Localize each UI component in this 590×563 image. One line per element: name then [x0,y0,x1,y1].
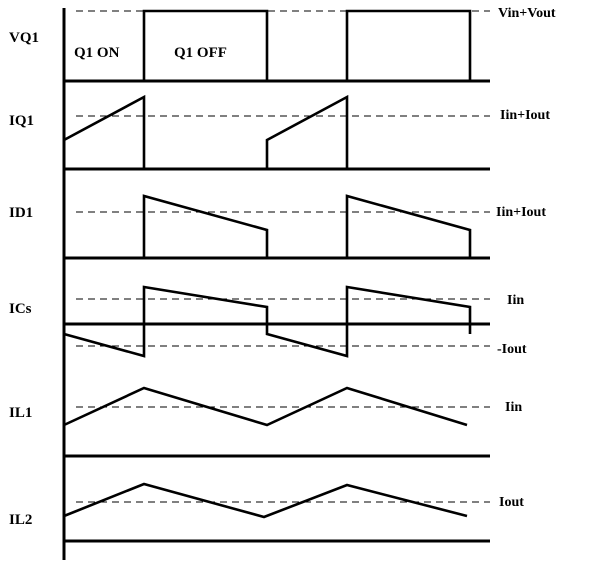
signal-label-iq1: IQ1 [9,113,34,129]
level-label-il2: Iout [499,495,524,510]
waveform-vq1 [64,9,472,83]
waveform-il2 [63,482,468,519]
waveform-id1-pulse-1 [142,194,269,258]
level-label-vq1: Vin+Vout [498,6,556,21]
phase-label-on: Q1 ON [74,45,120,61]
waveform-id1-pulse-2 [345,194,472,258]
waveform-ics [63,285,472,358]
level-label-id1: Iin+Iout [496,205,546,220]
signal-label-vq1: VQ1 [9,30,39,46]
level-label-ics-low: -Iout [497,342,527,357]
signal-label-il2: IL2 [9,512,32,528]
signal-label-ics: ICs [9,301,32,317]
level-label-ics-high: Iin [507,293,524,308]
signal-label-id1: ID1 [9,205,33,221]
waveform-iq1-pulse-2 [265,94,349,169]
waveform-iq1-pulse-1 [63,94,146,169]
level-label-il1: Iin [505,400,522,415]
phase-label-off: Q1 OFF [174,45,227,61]
level-label-iq1: Iin+Iout [500,108,550,123]
waveform-il1 [63,386,468,427]
signal-label-il1: IL1 [9,405,32,421]
